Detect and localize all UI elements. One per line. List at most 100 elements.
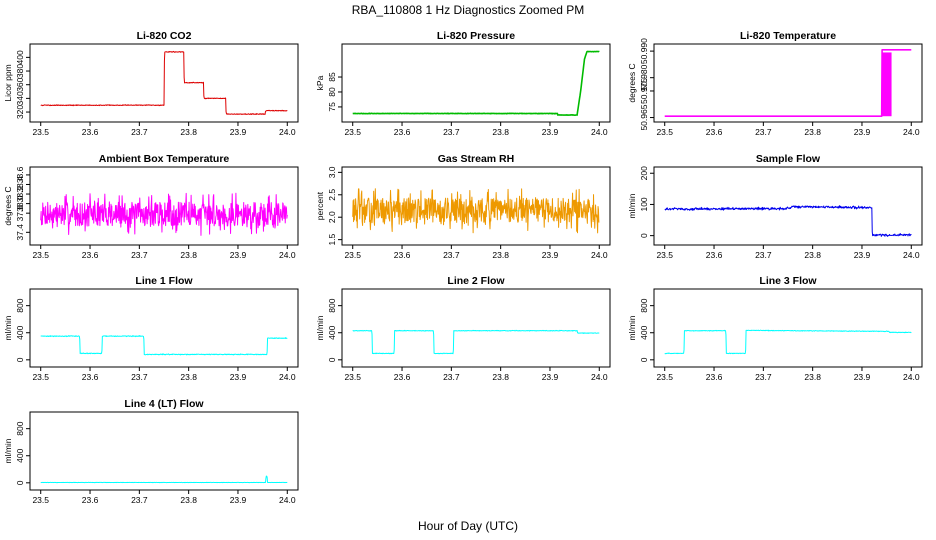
x-tick-label: 23.6 [394,127,411,137]
series-line [664,205,912,237]
series-line [40,475,288,484]
y-tick-label: 800 [327,298,337,312]
x-tick-label: 23.5 [656,127,673,137]
y-tick-label: 37.8 [15,205,25,222]
y-tick-label: 800 [15,421,25,435]
x-tick-label: 23.6 [706,127,723,137]
y-tick-label: 100 [639,197,649,211]
x-tick-label: 24.0 [591,250,608,260]
series-line [664,48,912,118]
y-axis-label: ml/min [3,315,13,340]
y-tick-label: 380 [15,64,25,78]
y-axis-label: degrees C [3,186,13,225]
y-axis-label: ml/min [627,193,637,218]
x-tick-label: 23.6 [706,250,723,260]
x-tick-label: 23.7 [443,250,460,260]
x-tick-label: 23.5 [656,372,673,382]
plot-frame [29,43,299,123]
x-tick-label: 23.6 [82,372,99,382]
x-tick-label: 23.5 [32,250,49,260]
x-tick-label: 23.9 [542,250,559,260]
y-axis-label: ml/min [627,315,637,340]
panel-title: Li-820 Temperature [740,30,836,42]
x-tick-label: 23.7 [131,372,148,382]
panel-9: Line 3 Flow 23.5 23.6 23.7 23.8 23.9 24.0 0 400 8… [627,275,923,382]
series-line [40,335,288,356]
panel-3: Li-820 Temperature 23.5 23.6 23.7 23.8 23.9 24… [627,30,923,137]
x-tick-label: 23.8 [492,250,509,260]
x-tick-label: 23.7 [755,250,772,260]
x-tick-label: 23.7 [443,127,460,137]
panel-title: Li-820 Pressure [437,30,515,42]
panel-title: Ambient Box Temperature [99,153,230,165]
x-tick-label: 23.8 [180,372,197,382]
y-axis-label: kPa [315,75,325,90]
y-axis-label: percent [315,191,325,220]
x-tick-label: 24.0 [279,250,296,260]
y-tick-label: 38.2 [15,185,25,202]
plot-frame [29,288,299,368]
panel-4: Ambient Box Temperature 23.5 23.6 23.7 23.8 2… [3,153,299,260]
x-tick-label: 23.8 [804,127,821,137]
y-tick-label: 85 [327,72,337,82]
x-tick-label: 24.0 [279,495,296,505]
panel-8: Line 2 Flow 23.5 23.6 23.7 23.8 23.9 24.0 0 400 8… [315,275,611,382]
y-tick-label: 50.990 [639,38,649,64]
figure-title: RBA_110808 1 Hz Diagnostics Zoomed PM [352,3,585,17]
y-tick-label: 0 [15,357,25,362]
x-tick-label: 23.5 [32,372,49,382]
y-tick-label: 320 [15,105,25,119]
x-tick-label: 23.8 [804,250,821,260]
x-tick-label: 24.0 [903,372,920,382]
series-line [352,188,600,234]
panel-7: Line 1 Flow 23.5 23.6 23.7 23.8 23.9 24.0 0 400 8… [3,275,299,382]
x-tick-label: 23.9 [854,372,871,382]
x-tick-label: 23.9 [542,127,559,137]
y-tick-label: 400 [15,50,25,64]
x-tick-label: 23.5 [344,372,361,382]
y-axis-label: Licor ppm [3,64,13,101]
x-tick-label: 23.6 [82,250,99,260]
plot-frame [341,43,611,123]
x-tick-label: 23.6 [82,495,99,505]
plot-frame [341,288,611,368]
x-tick-label: 23.7 [755,372,772,382]
x-tick-label: 23.8 [180,127,197,137]
x-tick-label: 23.5 [344,250,361,260]
panel-title: Line 2 Flow [447,275,505,287]
panel-title: Li-820 CO2 [137,30,192,42]
series-line [40,50,288,116]
y-tick-label: 50.980 [639,64,649,90]
x-tick-label: 24.0 [279,127,296,137]
x-tick-label: 24.0 [903,250,920,260]
panel-10: Line 4 (LT) Flow 23.5 23.6 23.7 23.8 23.9 24.0… [3,398,299,505]
x-tick-label: 23.8 [492,127,509,137]
x-tick-label: 23.9 [230,250,247,260]
panel-2: Li-820 Pressure 23.5 23.6 23.7 23.8 23.9 24.0 7… [315,30,611,137]
panel-grid: Li-820 CO2 23.5 23.6 23.7 23.8 23.9 24.0 320340… [3,30,923,505]
x-tick-label: 23.8 [804,372,821,382]
x-tick-label: 23.6 [394,372,411,382]
x-tick-label: 24.0 [279,372,296,382]
y-tick-label: 400 [15,448,25,462]
x-tick-label: 23.8 [180,250,197,260]
y-tick-label: 0 [639,357,649,362]
x-tick-label: 23.6 [394,250,411,260]
y-tick-label: 50.965 [639,104,649,130]
x-tick-label: 23.6 [82,127,99,137]
y-axis-label: degrees C [627,63,637,102]
y-tick-label: 2.5 [327,189,337,201]
y-tick-label: 800 [639,298,649,312]
x-tick-label: 23.7 [443,372,460,382]
y-axis-label: ml/min [315,315,325,340]
x-tick-label: 24.0 [591,127,608,137]
y-axis-label: ml/min [3,438,13,463]
x-tick-label: 23.8 [180,495,197,505]
series-line [352,50,600,117]
x-tick-label: 23.5 [656,250,673,260]
x-tick-label: 23.9 [230,127,247,137]
x-tick-label: 23.9 [542,372,559,382]
figure-xlabel: Hour of Day (UTC) [418,519,518,533]
panel-title: Sample Flow [756,153,821,165]
